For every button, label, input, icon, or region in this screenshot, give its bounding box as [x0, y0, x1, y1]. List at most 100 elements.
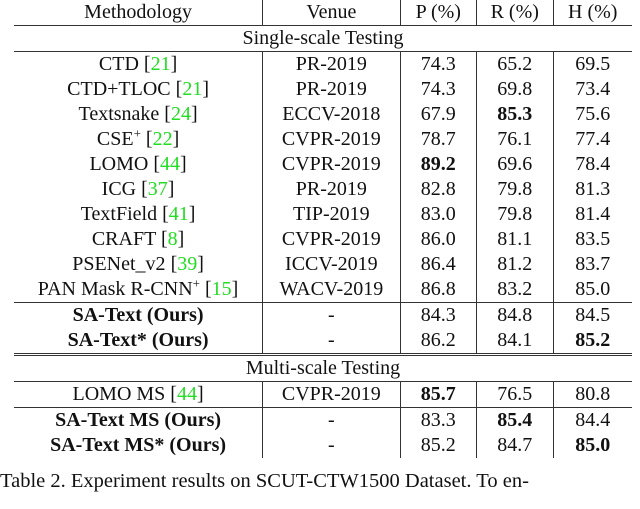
ours-row: SA-Text (Ours) -84.3 84.8 84.5	[14, 302, 632, 328]
method-name: Textsnake	[78, 103, 160, 125]
citation-link[interactable]: 39	[177, 253, 198, 275]
column-header: Venue	[262, 0, 401, 26]
p-value-cell: 84.3	[400, 302, 478, 328]
venue-cell: ICCV-2019	[262, 252, 401, 277]
table-row: Textsnake [24] ECCV-2018 67.9 85.3 75.6	[14, 102, 632, 127]
citation-link[interactable]: 22	[152, 128, 173, 150]
column-header: P (%)	[400, 0, 478, 26]
citation-link[interactable]: 41	[168, 203, 189, 225]
h-value-cell: 85.0	[575, 278, 611, 300]
method-cell: ICG [37]	[14, 177, 264, 202]
method-name: SA-Text MS* (Ours)	[50, 434, 227, 456]
p-value-cell: 78.7	[400, 127, 478, 152]
venue-cell: CVPR-2019	[262, 227, 401, 252]
p-value-cell: 85.7	[400, 381, 478, 408]
r-value-cell: 85.4	[476, 407, 554, 433]
ours-row: SA-Text MS (Ours) -83.3 85.4 84.4	[14, 407, 632, 433]
h-value-cell: 77.4	[575, 128, 611, 150]
p-value-cell: 85.2	[400, 433, 478, 458]
citation-link[interactable]: 21	[182, 78, 203, 100]
h-value-cell: 85.2	[575, 329, 611, 351]
header-row: Methodology Venue P (%) R (%) H (%)	[14, 0, 632, 26]
venue-cell: PR-2019	[262, 77, 401, 102]
ours-row: SA-Text* (Ours) -86.2 84.1 85.2	[14, 328, 632, 355]
venue-cell: -	[262, 328, 401, 355]
r-value-cell: 83.2	[476, 277, 554, 303]
r-value-cell: 65.2	[476, 51, 554, 77]
citation-link[interactable]: 37	[147, 178, 168, 200]
venue-cell: CVPR-2019	[262, 152, 401, 177]
table-row: PAN Mask R-CNN+ [15] WACV-2019 86.8 83.2 85.…	[14, 276, 632, 303]
method-cell: SA-Text* (Ours)	[14, 328, 264, 355]
h-value-cell: 81.3	[575, 178, 611, 200]
method-cell: CRAFT [8]	[14, 227, 264, 252]
method-cell: PAN Mask R-CNN+ [15]	[14, 276, 264, 303]
p-value-cell: 67.9	[400, 102, 478, 127]
method-cell: LOMO MS [44]	[14, 381, 264, 408]
p-value-cell: 86.8	[400, 277, 478, 303]
r-value-cell: 85.3	[476, 102, 554, 127]
citation-link[interactable]: 8	[167, 228, 178, 250]
section-title: Multi-scale Testing	[14, 353, 632, 382]
table-caption: Table 2. Experiment results on SCUT-CTW1…	[0, 470, 529, 492]
p-value-cell: 83.0	[400, 202, 478, 227]
column-header: H (%)	[568, 1, 618, 23]
citation-link[interactable]: 21	[150, 53, 171, 75]
method-cell: PSENet_v2 [39]	[14, 252, 264, 277]
r-value-cell: 76.5	[476, 381, 554, 408]
method-cell: SA-Text (Ours)	[14, 302, 264, 328]
venue-cell: -	[262, 433, 401, 458]
r-value-cell: 84.8	[476, 302, 554, 328]
table-row: LOMO [44] CVPR-2019 89.2 69.6 78.4	[14, 152, 632, 177]
venue-cell: CVPR-2019	[262, 127, 401, 152]
citation-link[interactable]: 24	[170, 103, 191, 125]
section-header-row: Single-scale Testing	[14, 25, 632, 52]
method-cell: SA-Text MS* (Ours)	[14, 433, 264, 458]
p-value-cell: 83.3	[400, 407, 478, 433]
venue-cell: PR-2019	[262, 51, 401, 77]
method-name: ICG	[101, 178, 137, 200]
results-table-container: Methodology Venue P (%) R (%) H (%) Single-sc…	[14, 0, 632, 458]
table-row: ICG [37] PR-2019 82.8 79.8 81.3	[14, 177, 632, 202]
p-value-cell: 74.3	[400, 77, 478, 102]
section-header-row: Multi-scale Testing	[14, 353, 632, 382]
venue-cell: ECCV-2018	[262, 102, 401, 127]
method-name: CRAFT	[91, 228, 156, 250]
method-name: LOMO MS	[72, 383, 166, 405]
r-value-cell: 84.1	[476, 328, 554, 355]
r-value-cell: 69.6	[476, 152, 554, 177]
method-cell: SA-Text MS (Ours)	[14, 407, 264, 433]
ours-row: SA-Text MS* (Ours) -85.2 84.7 85.0	[14, 433, 632, 458]
method-name: CTD	[98, 53, 139, 75]
table-row: CRAFT [8] CVPR-2019 86.0 81.1 83.5	[14, 227, 632, 252]
method-name: PAN Mask R-CNN	[37, 278, 193, 300]
citation-link[interactable]: 15	[211, 278, 232, 300]
p-value-cell: 82.8	[400, 177, 478, 202]
r-value-cell: 79.8	[476, 177, 554, 202]
table-row: CTD [21] PR-2019 74.3 65.2 69.5	[14, 51, 632, 77]
method-name: LOMO	[89, 153, 149, 175]
h-value-cell: 83.5	[575, 228, 611, 250]
method-cell: CSE+ [22]	[14, 126, 264, 152]
citation-link[interactable]: 44	[176, 383, 197, 405]
venue-cell: TIP-2019	[262, 202, 401, 227]
method-name: CSE	[96, 128, 134, 150]
method-name: PSENet_v2	[72, 253, 166, 275]
table-row: CSE+ [22] CVPR-2019 78.7 76.1 77.4	[14, 126, 632, 152]
citation-link[interactable]: 44	[160, 153, 181, 175]
venue-cell: -	[262, 302, 401, 328]
h-value-cell: 73.4	[575, 78, 611, 100]
table-row: LOMO MS [44] CVPR-2019 85.7 76.5 80.8	[14, 381, 632, 408]
venue-cell: WACV-2019	[262, 277, 401, 303]
h-value-cell: 83.7	[575, 253, 611, 275]
h-value-cell: 78.4	[575, 153, 611, 175]
r-value-cell: 84.7	[476, 433, 554, 458]
h-value-cell: 80.8	[553, 381, 632, 408]
table-row: CTD+TLOC [21] PR-2019 74.3 69.8 73.4	[14, 77, 632, 102]
r-value-cell: 81.2	[476, 252, 554, 277]
h-value-cell: 75.6	[575, 103, 611, 125]
column-header: R (%)	[476, 0, 554, 26]
table-row: TextField [41] TIP-2019 83.0 79.8 81.4	[14, 202, 632, 227]
p-value-cell: 86.4	[400, 252, 478, 277]
method-name: SA-Text (Ours)	[72, 304, 204, 326]
